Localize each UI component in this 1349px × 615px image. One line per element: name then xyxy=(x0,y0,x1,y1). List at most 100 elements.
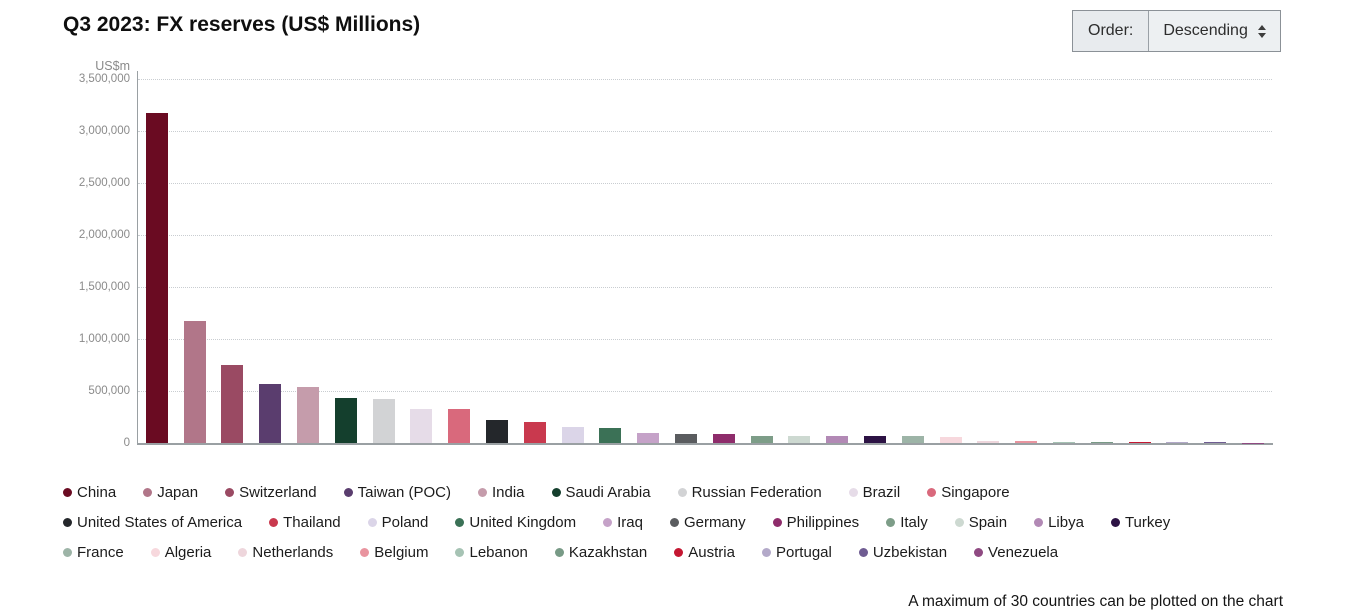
bar-italy[interactable] xyxy=(750,435,773,443)
legend-label-lebanon: Lebanon xyxy=(469,543,528,561)
legend-dot-uzbekistan xyxy=(858,547,868,557)
legend-dot-france xyxy=(63,547,72,557)
legend-row-2: United States of America Thailand Poland Un… xyxy=(63,507,1288,537)
bar-united-states-of-america[interactable] xyxy=(486,420,509,443)
bar-austria[interactable] xyxy=(1128,442,1151,443)
legend-label-france: France xyxy=(77,543,124,561)
bar-slot-brazil xyxy=(403,79,441,443)
bar-slot-saudi-arabia xyxy=(327,79,365,443)
bar-thailand[interactable] xyxy=(523,422,546,443)
bar-slot-algeria xyxy=(932,79,970,443)
bar-slot-uzbekistan xyxy=(1196,79,1234,443)
legend-label-portugal: Portugal xyxy=(775,543,832,561)
bar-poland[interactable] xyxy=(561,427,584,443)
bar-uzbekistan[interactable] xyxy=(1204,442,1227,443)
bar-brazil[interactable] xyxy=(410,408,433,443)
order-label: Order: xyxy=(1073,11,1150,51)
bar-spain[interactable] xyxy=(788,435,811,443)
legend-dot-libya xyxy=(1034,517,1044,527)
legend-dot-germany xyxy=(669,517,679,527)
legend-item-united-kingdom: United Kingdom xyxy=(455,514,576,531)
legend-dot-japan xyxy=(143,487,153,497)
bar-germany[interactable] xyxy=(675,434,698,443)
legend-item-germany: Germany xyxy=(669,514,746,531)
bar-slot-philippines xyxy=(705,79,743,443)
bar-slot-poland xyxy=(554,79,592,443)
gridline-2,500,000 xyxy=(138,183,1272,184)
bar-kazakhstan[interactable] xyxy=(1090,442,1113,443)
legend-item-switzerland: Switzerland xyxy=(225,484,317,501)
bar-libya[interactable] xyxy=(826,435,849,443)
legend-item-turkey: Turkey xyxy=(1110,513,1171,531)
legend-dot-taiwan-poc xyxy=(343,487,353,497)
gridline-3,000,000 xyxy=(138,131,1272,132)
order-select-value: Descending xyxy=(1163,22,1248,39)
legend-item-uzbekistan: Uzbekistan xyxy=(858,544,947,561)
legend-item-brazil: Brazil xyxy=(848,483,901,501)
legend-label-saudi-arabia: Saudi Arabia xyxy=(565,483,651,501)
bar-singapore[interactable] xyxy=(448,409,471,443)
legend-dot-united-states-of-america xyxy=(63,517,72,527)
chart-legend: China Japan Switzerland Taiwan (POC) India Sa… xyxy=(63,477,1288,567)
legend-dot-venezuela xyxy=(974,547,984,557)
bar-slot-india xyxy=(289,79,327,443)
bar-slot-iraq xyxy=(629,79,667,443)
bar-netherlands[interactable] xyxy=(977,440,1000,443)
bar-algeria[interactable] xyxy=(939,437,962,443)
legend-item-china: China xyxy=(63,484,116,501)
legend-dot-singapore xyxy=(927,487,937,497)
y-axis-line xyxy=(137,71,138,444)
legend-item-philippines: Philippines xyxy=(772,514,859,531)
bar-saudi-arabia[interactable] xyxy=(334,398,357,443)
legend-item-lebanon: Lebanon xyxy=(455,543,528,561)
gridline-1,500,000 xyxy=(138,287,1272,288)
y-axis-unit-label: US$m xyxy=(95,59,130,73)
legend-item-italy: Italy xyxy=(886,514,928,531)
gridline-2,000,000 xyxy=(138,235,1272,236)
legend-label-iraq: Iraq xyxy=(617,513,643,531)
bar-slot-libya xyxy=(818,79,856,443)
legend-dot-poland xyxy=(367,517,377,527)
legend-dot-algeria xyxy=(150,547,160,557)
y-tick-label: 500,000 xyxy=(88,385,130,397)
bar-portugal[interactable] xyxy=(1166,442,1189,443)
legend-dot-switzerland xyxy=(225,487,235,497)
bar-united-kingdom[interactable] xyxy=(599,428,622,443)
y-tick-label: 2,000,000 xyxy=(78,229,130,241)
legend-label-turkey: Turkey xyxy=(1124,513,1171,531)
y-tick-label: 3,000,000 xyxy=(78,125,130,137)
legend-dot-spain xyxy=(954,517,964,527)
bar-iraq[interactable] xyxy=(637,432,660,443)
bar-slot-japan xyxy=(176,79,214,443)
legend-item-kazakhstan: Kazakhstan xyxy=(554,544,647,561)
legend-item-belgium: Belgium xyxy=(360,544,428,561)
bar-lebanon[interactable] xyxy=(1053,441,1076,443)
legend-item-singapore: Singapore xyxy=(927,484,1010,501)
bar-france[interactable] xyxy=(901,436,924,443)
order-select[interactable]: Descending xyxy=(1149,11,1280,51)
bar-slot-singapore xyxy=(440,79,478,443)
bar-turkey[interactable] xyxy=(864,436,887,443)
legend-dot-austria xyxy=(674,547,684,557)
legend-row-1: China Japan Switzerland Taiwan (POC) India Sa… xyxy=(63,477,1288,507)
legend-label-taiwan-poc: Taiwan (POC) xyxy=(357,483,451,501)
bar-slot-lebanon xyxy=(1045,79,1083,443)
bar-india[interactable] xyxy=(297,386,320,443)
y-tick-label: 2,500,000 xyxy=(78,177,130,189)
bar-slot-turkey xyxy=(856,79,894,443)
bar-slot-belgium xyxy=(1007,79,1045,443)
bar-slot-russian-federation xyxy=(365,79,403,443)
bar-taiwan-poc[interactable] xyxy=(259,384,282,443)
bar-philippines[interactable] xyxy=(712,434,735,443)
bar-slot-kazakhstan xyxy=(1083,79,1121,443)
order-control: Order: Descending xyxy=(1072,10,1281,52)
bar-switzerland[interactable] xyxy=(221,365,244,443)
bar-china[interactable] xyxy=(145,113,168,443)
legend-label-india: India xyxy=(491,483,525,501)
bar-belgium[interactable] xyxy=(1015,441,1038,443)
bar-slot-netherlands xyxy=(970,79,1008,443)
legend-label-japan: Japan xyxy=(157,483,199,501)
legend-label-brazil: Brazil xyxy=(862,483,901,501)
bar-japan[interactable] xyxy=(183,321,206,443)
bar-russian-federation[interactable] xyxy=(372,399,395,443)
